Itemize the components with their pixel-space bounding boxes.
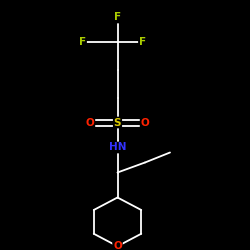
Text: HN: HN [109,142,126,152]
Text: F: F [79,38,86,48]
Text: F: F [139,38,146,48]
Text: O: O [86,118,94,128]
Text: O: O [113,241,122,250]
Text: F: F [114,12,121,22]
Text: S: S [114,118,121,128]
Text: O: O [140,118,149,128]
